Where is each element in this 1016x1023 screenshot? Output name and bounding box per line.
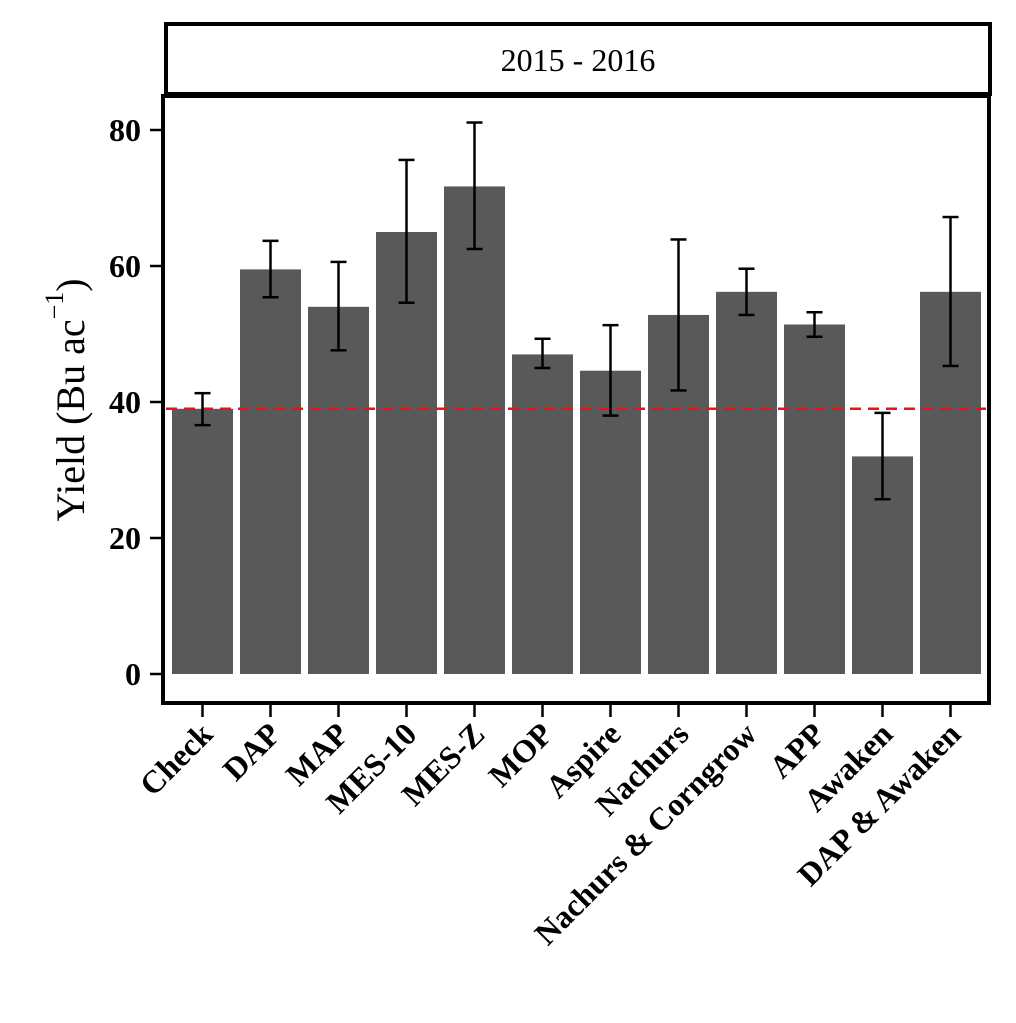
facet-strip: [164, 22, 992, 96]
y-axis-title-superscript: −1: [40, 292, 69, 320]
error-bar-dap-and-awaken: [942, 215, 959, 368]
bar-mop: [512, 354, 573, 674]
x-axis: CheckDAPMAPMES-10MES-ZMOPAspireNachursNa…: [132, 705, 968, 952]
bar-mes-10: [376, 232, 437, 674]
y-axis-title-main: Yield: [48, 435, 93, 522]
y-tick-label-80: 80: [109, 112, 141, 148]
bar-map: [308, 306, 369, 674]
facet-label: 2015 - 2016: [501, 42, 656, 78]
error-bar-nachurs: [670, 238, 687, 392]
error-bar-mes-z: [466, 121, 483, 251]
error-bar-mes-10: [398, 158, 415, 304]
y-axis-title: Yield (Bu ac−1): [40, 278, 93, 521]
error-bars-layer: [194, 121, 959, 501]
y-axis: 0 20 40 60 80: [109, 112, 161, 692]
panel-border: [161, 94, 991, 705]
error-bar-aspire: [602, 323, 619, 417]
x-tick-label-dap: DAP: [215, 715, 287, 787]
bar-check: [172, 408, 233, 674]
error-bar-app: [806, 310, 823, 338]
bars-layer: [172, 186, 981, 674]
y-tick-label-0: 0: [125, 656, 141, 692]
bar-dap: [240, 269, 301, 674]
y-tick-label-40: 40: [109, 384, 141, 420]
error-bar-dap: [262, 239, 279, 299]
x-tick-label-check: Check: [132, 715, 219, 802]
y-axis-title-unit: (Bu ac: [48, 319, 93, 425]
bar-mes-z: [444, 186, 505, 674]
error-bar-check: [194, 391, 211, 427]
error-bar-mop: [534, 337, 551, 370]
bar-aspire: [580, 370, 641, 674]
y-axis-title-close: ): [48, 278, 93, 291]
error-bar-map: [330, 260, 347, 352]
bar-app: [784, 324, 845, 674]
y-tick-label-60: 60: [109, 248, 141, 284]
y-tick-label-20: 20: [109, 520, 141, 556]
error-bar-nachurs-and-corngrow: [738, 267, 755, 317]
bar-nachurs-and-corngrow: [716, 291, 777, 674]
error-bar-awaken: [874, 411, 891, 501]
